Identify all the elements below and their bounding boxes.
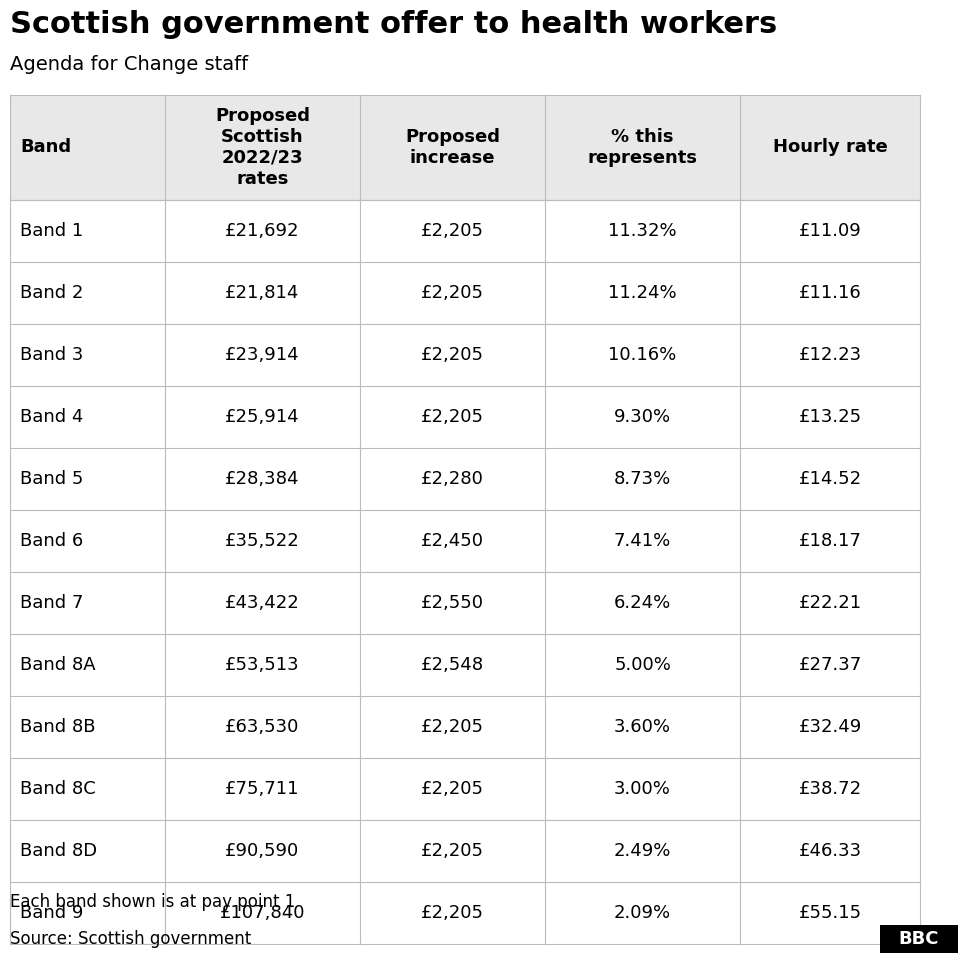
- Text: £2,205: £2,205: [421, 408, 484, 426]
- Text: £12.23: £12.23: [798, 346, 862, 364]
- Text: Band 9: Band 9: [20, 904, 83, 922]
- Text: Agenda for Change staff: Agenda for Change staff: [10, 55, 248, 74]
- Text: Band 3: Band 3: [20, 346, 83, 364]
- Text: £25,914: £25,914: [225, 408, 300, 426]
- Text: £75,711: £75,711: [225, 780, 300, 798]
- Text: £2,205: £2,205: [421, 842, 484, 860]
- Text: Band 1: Band 1: [20, 222, 83, 240]
- Text: Proposed
Scottish
2022/23
rates: Proposed Scottish 2022/23 rates: [215, 107, 310, 188]
- Text: £38.72: £38.72: [798, 780, 862, 798]
- Text: £2,205: £2,205: [421, 904, 484, 922]
- Text: 7.41%: 7.41%: [614, 532, 671, 550]
- Text: £43,422: £43,422: [225, 594, 300, 612]
- Text: £2,548: £2,548: [421, 656, 484, 674]
- Text: £32.49: £32.49: [798, 718, 862, 736]
- Text: £90,590: £90,590: [225, 842, 300, 860]
- Text: Band 2: Band 2: [20, 284, 83, 302]
- Bar: [10, 572, 920, 634]
- Text: £13.25: £13.25: [798, 408, 862, 426]
- Text: Band 4: Band 4: [20, 408, 83, 426]
- Text: Band 8B: Band 8B: [20, 718, 96, 736]
- Text: Band 7: Band 7: [20, 594, 83, 612]
- Text: Band 8A: Band 8A: [20, 656, 96, 674]
- Bar: [10, 510, 920, 572]
- Text: £18.17: £18.17: [798, 532, 862, 550]
- Text: 10.16%: 10.16%: [608, 346, 676, 364]
- Text: 2.09%: 2.09%: [614, 904, 671, 922]
- Text: Proposed
increase: Proposed increase: [405, 128, 500, 167]
- Text: £2,280: £2,280: [421, 470, 484, 488]
- Text: Band 6: Band 6: [20, 532, 83, 550]
- Text: £14.52: £14.52: [798, 470, 862, 488]
- Text: 3.60%: 3.60%: [614, 718, 671, 736]
- Text: Band 5: Band 5: [20, 470, 83, 488]
- Text: £46.33: £46.33: [798, 842, 862, 860]
- Text: £2,550: £2,550: [421, 594, 484, 612]
- Text: £27.37: £27.37: [798, 656, 862, 674]
- Text: 2.49%: 2.49%: [614, 842, 671, 860]
- Text: £2,205: £2,205: [421, 718, 484, 736]
- Bar: [10, 448, 920, 510]
- Bar: [10, 386, 920, 448]
- Bar: [10, 200, 920, 262]
- Text: £23,914: £23,914: [225, 346, 300, 364]
- Text: £21,814: £21,814: [225, 284, 300, 302]
- Text: Band 8C: Band 8C: [20, 780, 96, 798]
- Text: £107,840: £107,840: [220, 904, 305, 922]
- Text: £2,205: £2,205: [421, 346, 484, 364]
- Text: £2,450: £2,450: [421, 532, 484, 550]
- Bar: [10, 696, 920, 758]
- Text: 5.00%: 5.00%: [614, 656, 671, 674]
- Text: Scottish government offer to health workers: Scottish government offer to health work…: [10, 10, 777, 39]
- Text: Band: Band: [20, 139, 71, 157]
- Text: £11.16: £11.16: [798, 284, 862, 302]
- Bar: [10, 324, 920, 386]
- Bar: [10, 758, 920, 820]
- Bar: [10, 262, 920, 324]
- Text: £53,513: £53,513: [225, 656, 300, 674]
- Text: £55.15: £55.15: [798, 904, 862, 922]
- Text: Hourly rate: Hourly rate: [773, 139, 887, 157]
- Bar: [10, 634, 920, 696]
- Text: £21,692: £21,692: [225, 222, 300, 240]
- Text: Source: Scottish government: Source: Scottish government: [10, 930, 251, 948]
- Text: £11.09: £11.09: [798, 222, 862, 240]
- Bar: [880, 925, 958, 953]
- Text: £63,530: £63,530: [225, 718, 300, 736]
- Bar: [10, 820, 920, 882]
- Text: £2,205: £2,205: [421, 284, 484, 302]
- Text: 8.73%: 8.73%: [614, 470, 671, 488]
- Text: £28,384: £28,384: [225, 470, 300, 488]
- Bar: [10, 95, 920, 200]
- Text: £22.21: £22.21: [798, 594, 862, 612]
- Text: BBC: BBC: [899, 930, 939, 948]
- Text: £35,522: £35,522: [225, 532, 300, 550]
- Text: % this
represents: % this represents: [588, 128, 698, 167]
- Text: 11.24%: 11.24%: [608, 284, 676, 302]
- Text: £2,205: £2,205: [421, 780, 484, 798]
- Text: 9.30%: 9.30%: [614, 408, 671, 426]
- Text: 6.24%: 6.24%: [614, 594, 671, 612]
- Text: £2,205: £2,205: [421, 222, 484, 240]
- Text: Band 8D: Band 8D: [20, 842, 98, 860]
- Text: 3.00%: 3.00%: [614, 780, 671, 798]
- Text: 11.32%: 11.32%: [608, 222, 676, 240]
- Bar: [10, 882, 920, 944]
- Text: Each band shown is at pay point 1: Each band shown is at pay point 1: [10, 893, 296, 911]
